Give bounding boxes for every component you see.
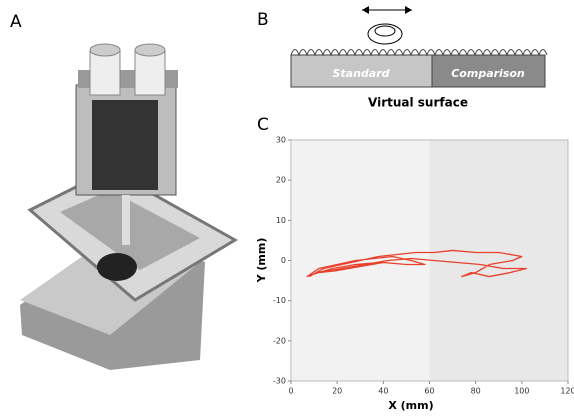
y-tick-label: -30 (273, 377, 286, 386)
surface-diagram (290, 6, 548, 88)
region-label: Comparison (451, 67, 525, 80)
panel-label: B (257, 10, 269, 30)
y-axis-label: Y (mm) (255, 238, 268, 284)
caption: Virtual surface (368, 96, 468, 110)
x-tick-label: 120 (560, 387, 574, 396)
x-tick-label: 40 (378, 387, 388, 396)
device-photo (20, 43, 238, 370)
y-tick-label: 10 (276, 216, 286, 225)
x-tick-label: 80 (471, 387, 481, 396)
y-tick-label: -20 (273, 336, 286, 345)
y-tick-label: 0 (281, 256, 286, 265)
region-label: Standard (332, 67, 389, 80)
x-tick-label: 0 (288, 387, 293, 396)
x-tick-label: 60 (424, 387, 434, 396)
y-tick-label: -10 (273, 296, 286, 305)
x-axis-label: X (mm) (388, 399, 433, 412)
trajectory (306, 249, 528, 278)
y-tick-label: 20 (276, 176, 286, 185)
x-tick-label: 20 (332, 387, 342, 396)
x-tick-label: 100 (514, 387, 529, 396)
panel-label: C (257, 115, 269, 135)
panel-label: A (10, 12, 22, 32)
region (429, 140, 568, 381)
y-tick-label: 30 (276, 136, 286, 145)
